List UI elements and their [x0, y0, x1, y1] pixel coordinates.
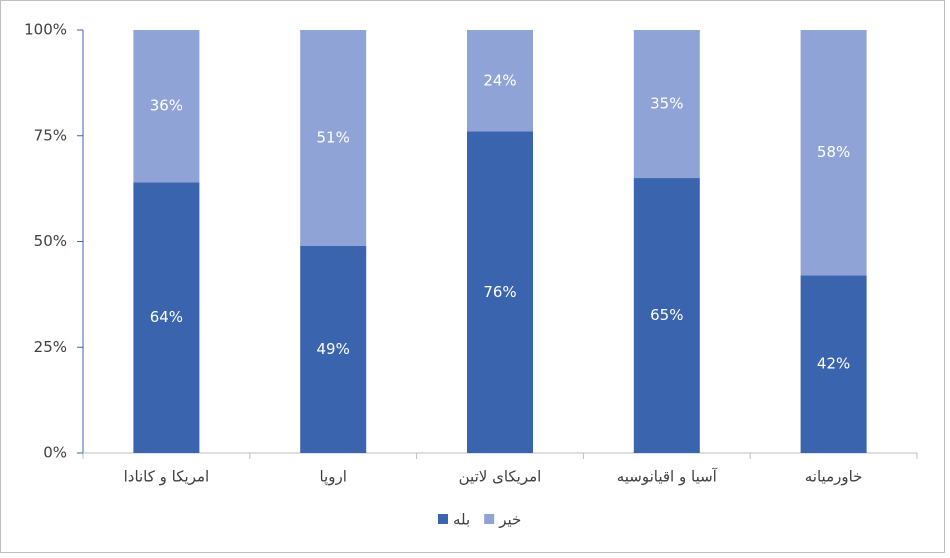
x-tick-label: امریکای لاتین: [459, 468, 542, 486]
y-tick-label: 100%: [24, 21, 67, 39]
value-label: 65%: [650, 306, 683, 324]
legend-label: خیر: [498, 511, 521, 529]
bar-segment: [467, 131, 533, 453]
value-label: 42%: [817, 355, 850, 373]
x-tick-label: آسیا و اقیانوسیه: [617, 468, 718, 486]
value-label: 36%: [150, 97, 183, 115]
legend-label: بله: [453, 511, 470, 529]
value-label: 35%: [650, 95, 683, 113]
bar-segment: [300, 245, 367, 453]
value-label: 51%: [317, 128, 350, 146]
value-label: 76%: [483, 283, 516, 301]
y-tick-label: 0%: [43, 444, 67, 462]
bar-segment: [133, 182, 200, 453]
legend-swatch: [484, 514, 495, 524]
bar-segment: [300, 30, 367, 246]
value-label: 24%: [483, 71, 516, 89]
bar-segment: [633, 30, 700, 179]
y-tick-label: 75%: [34, 126, 67, 144]
x-tick-label: خاورمیانه: [805, 468, 863, 486]
legend-swatch: [438, 514, 448, 524]
x-tick-label: اروپا: [319, 468, 346, 487]
value-label: 64%: [150, 308, 183, 326]
bar-segment: [633, 178, 700, 454]
value-label: 49%: [317, 340, 350, 358]
y-tick-label: 50%: [34, 232, 67, 250]
bar-segment: [800, 275, 867, 453]
x-tick-label: امریکا و کانادا: [124, 468, 210, 486]
bar-segment: [467, 30, 533, 132]
bar-segment: [800, 30, 867, 276]
y-tick-label: 25%: [34, 338, 67, 356]
value-label: 58%: [817, 143, 850, 161]
bar-segment: [133, 30, 200, 183]
